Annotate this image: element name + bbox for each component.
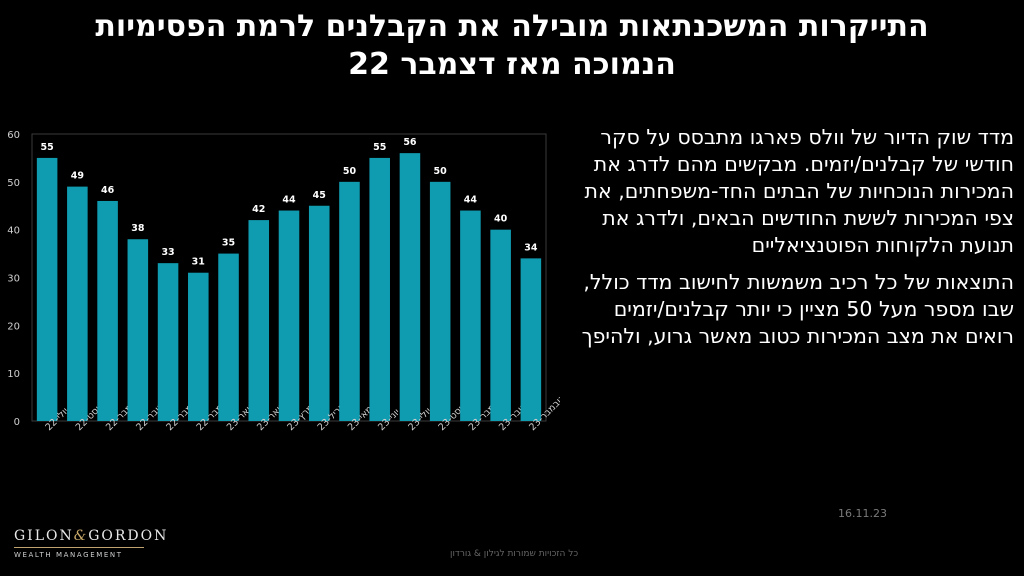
logo-name-right: GORDON (88, 528, 169, 544)
bar (308, 205, 330, 421)
bar (339, 181, 360, 421)
data-label: 55 (41, 142, 54, 153)
data-label: 44 (282, 195, 296, 206)
chart-svg: 010203040506055יולי-2249אוגוסט-2246ספטמב… (7, 130, 560, 433)
data-label: 56 (403, 137, 417, 148)
logo-ampersand: & (73, 528, 89, 544)
logo-divider (14, 547, 144, 548)
data-label: 40 (494, 214, 508, 225)
y-tick-label: 20 (7, 321, 20, 332)
bar (157, 263, 179, 421)
description-text: מדד שוק הדיור של וולס פארגו מתבסס על סקר… (578, 124, 1014, 360)
data-label: 33 (161, 247, 174, 258)
bar (248, 220, 270, 421)
data-label: 38 (131, 223, 145, 234)
bar (399, 153, 421, 421)
y-tick-label: 30 (7, 274, 20, 285)
data-label: 35 (222, 238, 235, 249)
bar (36, 157, 58, 421)
y-tick-label: 50 (7, 178, 20, 189)
bar (460, 210, 481, 421)
data-label: 55 (373, 142, 386, 153)
footer-note: כל הזכויות שמורות לגילון & גורדון (450, 549, 579, 559)
data-label: 42 (252, 204, 265, 215)
title-line-1: התייקרות המשכנתאות מובילה את הקבלנים לרמ… (95, 9, 929, 44)
bar (520, 258, 542, 421)
data-label: 34 (524, 242, 538, 253)
y-tick-label: 10 (7, 369, 20, 380)
logo-wordmark: GILON&GORDON (14, 528, 166, 544)
bar (97, 200, 118, 421)
bar (490, 229, 511, 421)
y-tick-label: 60 (7, 130, 20, 141)
data-label: 45 (313, 190, 326, 201)
bar (429, 181, 451, 421)
slide-title: התייקרות המשכנתאות מובילה את הקבלנים לרמ… (20, 8, 1004, 84)
data-label: 50 (434, 166, 448, 177)
logo-subtitle: WEALTH MANAGEMENT (14, 551, 123, 559)
y-tick-label: 0 (14, 417, 20, 428)
bar (369, 157, 390, 421)
bar-chart: 0 10 20 30 40 50 60 55 יולי-22 49 אוגוסט-22 46 ספטמב… (0, 118, 560, 498)
description-paragraph-2: התוצאות של כל רכיב משמשות לחישוב מדד כול… (581, 270, 1014, 348)
logo-name-left: GILON (14, 528, 74, 544)
bar (67, 186, 88, 421)
data-label: 31 (192, 257, 205, 268)
bar (127, 239, 149, 421)
bar (218, 253, 239, 421)
slide-date: 16.11.23 (838, 507, 887, 520)
data-label: 46 (101, 185, 115, 196)
company-logo: GILON&GORDON WEALTH MANAGEMENT (14, 528, 166, 568)
data-label: 50 (343, 166, 357, 177)
bar (278, 210, 300, 421)
y-tick-label: 40 (7, 226, 20, 237)
description-paragraph-1: מדד שוק הדיור של וולס פארגו מתבסס על סקר… (584, 125, 1014, 257)
title-line-2: הנמוכה מאז דצמבר 22 (348, 47, 676, 82)
data-label: 44 (464, 195, 478, 206)
data-label: 49 (71, 171, 84, 182)
bar (188, 272, 209, 421)
